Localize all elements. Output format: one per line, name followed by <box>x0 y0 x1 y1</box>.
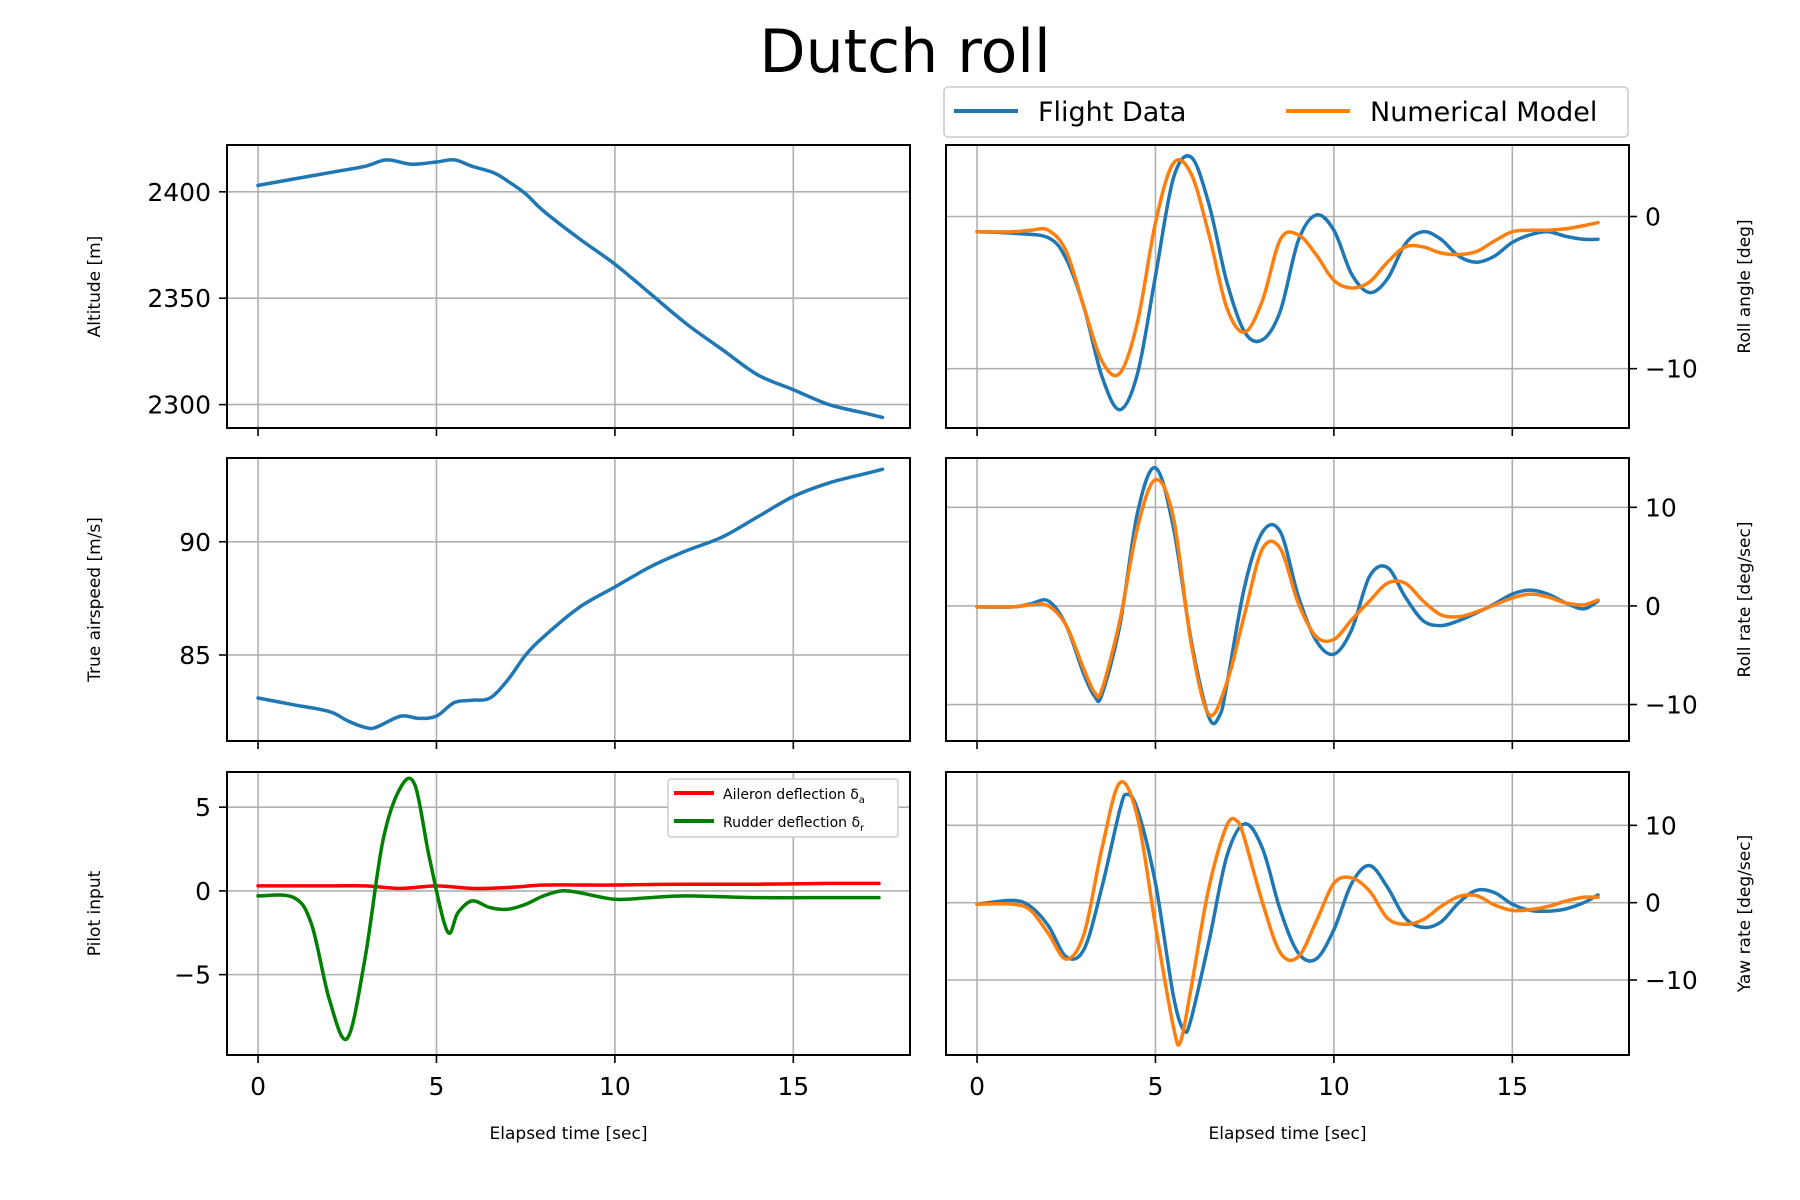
roll-rate-series-0-line <box>975 466 1600 726</box>
pilot-input-legend: Aileron deflection δa Rudder deflection … <box>667 778 899 838</box>
airspeed-series-0-line <box>256 467 885 731</box>
altitude-frame <box>226 144 911 429</box>
pilot-input-xtick-label: 5 <box>429 1072 445 1101</box>
pilot-input-series <box>256 776 881 1042</box>
yaw-rate-ytick-label: 0 <box>1645 889 1661 918</box>
yaw-rate-ytick-label: −10 <box>1645 966 1698 995</box>
roll-rate-panel: −10 0 10 Roll rate [deg/sec] <box>945 457 1755 749</box>
yaw-rate-panel: 0 5 10 15 Elapsed time [sec] −10 0 10 Yaw rate [… <box>945 771 1755 1144</box>
pilot-input-series-0-line <box>256 881 881 891</box>
altitude-ytick-label: 2400 <box>147 178 211 207</box>
legend-rudder-text: Rudder deflection δ <box>723 815 860 831</box>
yaw-rate-series <box>975 780 1600 1047</box>
roll-angle-ylabel: Roll angle [deg] <box>1735 219 1755 353</box>
airspeed-ytick-label: 90 <box>179 528 211 557</box>
yaw-rate-xtick-label: 0 <box>969 1072 985 1101</box>
yaw-rate-frame <box>945 771 1630 1056</box>
yaw-rate-series-0-line <box>975 792 1600 1034</box>
roll-rate-series <box>975 466 1600 726</box>
yaw-rate-xlabel: Elapsed time [sec] <box>1209 1124 1367 1144</box>
airspeed-series <box>256 467 885 731</box>
pilot-legend-frame <box>667 778 899 838</box>
legend-rudder-subscript: r <box>860 823 865 834</box>
figure-title: Dutch roll <box>759 17 1050 87</box>
yaw-rate-ytick-label: 10 <box>1645 811 1677 840</box>
roll-angle-frame <box>945 144 1630 429</box>
pilot-input-ylabel: Pilot input <box>85 870 105 956</box>
roll-angle-series <box>975 154 1600 412</box>
yaw-rate-xtick-label: 10 <box>1318 1072 1350 1101</box>
airspeed-panel: 85 90 True airspeed [m/s] <box>85 457 911 749</box>
roll-rate-ytick-label: 10 <box>1645 493 1677 522</box>
pilot-input-ytick-label: 0 <box>195 877 211 906</box>
legend-aileron-subscript: a <box>859 795 865 806</box>
legend-flight-data-label: Flight Data <box>1038 97 1186 128</box>
pilot-input-xtick-label: 0 <box>250 1072 266 1101</box>
airspeed-ytick-label: 85 <box>179 641 211 670</box>
roll-rate-frame <box>945 457 1630 742</box>
altitude-ylabel: Altitude [m] <box>85 236 105 338</box>
legend-rudder-label: Rudder deflection δr <box>723 815 865 834</box>
yaw-rate-xtick-label: 15 <box>1496 1072 1528 1101</box>
roll-angle-series-0-line <box>975 154 1600 412</box>
pilot-input-xlabel: Elapsed time [sec] <box>490 1124 648 1144</box>
yaw-rate-series-1-line <box>975 780 1600 1047</box>
yaw-rate-xtick-label: 5 <box>1148 1072 1164 1101</box>
panels: 2300 2350 2400 Altitude [m] −10 0 Roll angle [… <box>85 144 1755 1144</box>
legend-aileron-text: Aileron deflection δ <box>723 787 859 803</box>
pilot-input-frame <box>226 771 911 1056</box>
pilot-input-series-1-line <box>256 776 881 1042</box>
pilot-input-ytick-label: −5 <box>174 961 211 990</box>
roll-angle-panel: −10 0 Roll angle [deg] <box>945 144 1755 436</box>
pilot-input-panel: 0 5 10 15 Elapsed time [sec] −5 0 5 Pilot input <box>85 771 911 1144</box>
pilot-input-xtick-label: 15 <box>777 1072 809 1101</box>
legend-numerical-model-label: Numerical Model <box>1370 97 1597 128</box>
roll-rate-series-1-line <box>975 477 1600 718</box>
altitude-ytick-label: 2300 <box>147 391 211 420</box>
roll-angle-ytick-label: −10 <box>1645 355 1698 384</box>
pilot-input-xtick-label: 10 <box>599 1072 631 1101</box>
roll-rate-ylabel: Roll rate [deg/sec] <box>1735 522 1755 678</box>
roll-angle-series-1-line <box>975 158 1600 378</box>
roll-rate-ytick-label: −10 <box>1645 691 1698 720</box>
yaw-rate-ylabel: Yaw rate [deg/sec] <box>1735 835 1755 993</box>
altitude-ytick-label: 2350 <box>147 284 211 313</box>
airspeed-frame <box>226 457 911 742</box>
altitude-series-0-line <box>256 158 885 420</box>
legend-aileron-label: Aileron deflection δa <box>723 787 865 806</box>
pilot-input-ytick-label: 5 <box>195 793 211 822</box>
altitude-series <box>256 158 885 420</box>
airspeed-ylabel: True airspeed [m/s] <box>85 517 105 683</box>
roll-angle-ytick-label: 0 <box>1645 203 1661 232</box>
roll-rate-ytick-label: 0 <box>1645 592 1661 621</box>
main-legend: Flight Data Numerical Model <box>943 86 1629 138</box>
altitude-panel: 2300 2350 2400 Altitude [m] <box>85 144 911 436</box>
